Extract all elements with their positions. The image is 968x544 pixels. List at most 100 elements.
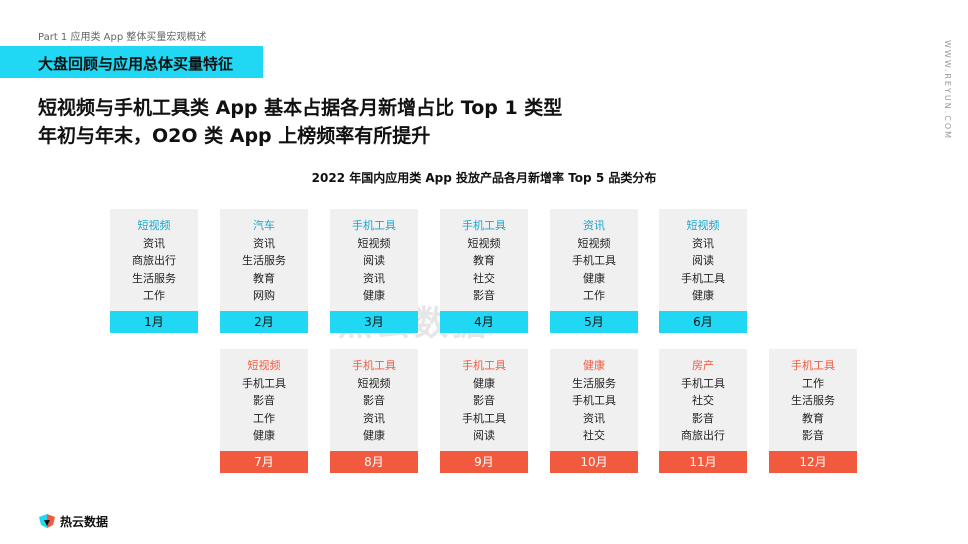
category-list: 手机工具短视频阅读资讯健康 xyxy=(330,209,418,311)
category-item: 生活服务 xyxy=(132,271,176,285)
category-item: 网购 xyxy=(253,289,275,302)
category-list: 手机工具 健康 影音 手机工具 阅读 xyxy=(440,349,528,451)
category-list: 短视频 手机工具 影音 工作 健康 xyxy=(220,349,308,451)
category-item: 短视频 xyxy=(577,236,611,250)
category-item: 资讯 xyxy=(143,236,165,250)
section-label: Part 1 应用类 App 整体买量宏观概述 xyxy=(38,32,207,43)
category-item: 社交 xyxy=(692,394,714,407)
logo-text: 热云数据 xyxy=(60,514,109,529)
top-category: 手机工具 xyxy=(352,359,396,372)
month-card: 短视频 手机工具 影音 工作 健康 7月 xyxy=(220,349,308,473)
category-item: 工作 xyxy=(253,411,275,425)
section-banner: 大盘回顾与应用总体买量特征 xyxy=(0,46,263,78)
category-list: 手机工具 短视频 教育 社交 影音 xyxy=(440,209,528,311)
headline-1: 短视频与手机工具类 App 基本占据各月新增占比 Top 1 类型 xyxy=(38,97,563,119)
category-item: 教育 xyxy=(253,271,275,285)
category-item: 资讯 xyxy=(692,236,714,250)
month-card: 资讯 短视频 手机工具 健康 工作 5月 xyxy=(550,209,638,333)
month-label: 1月 xyxy=(110,311,198,333)
category-item: 手机工具 xyxy=(572,394,616,407)
category-list: 短视频资讯商旅出行生活服务工作 xyxy=(110,209,198,311)
category-item: 教育 xyxy=(802,411,824,425)
month-label: 8月 xyxy=(330,451,418,473)
month-label: 5月 xyxy=(550,311,638,333)
headline-2: 年初与年末，O2O 类 App 上榜频率有所提升 xyxy=(38,125,431,147)
category-item: 影音 xyxy=(363,394,385,407)
category-list: 房产手机工具社交影音商旅出行 xyxy=(659,349,747,451)
category-item: 工作 xyxy=(802,376,824,390)
month-card: 手机工具 短视频 阅读 资讯 健康 3月 xyxy=(330,209,418,333)
month-label: 6月 xyxy=(659,311,747,333)
category-item: 工作 xyxy=(143,289,165,302)
category-item: 健康 xyxy=(253,429,275,442)
top-category: 短视频 xyxy=(247,359,281,372)
category-item: 手机工具 xyxy=(681,271,725,285)
category-item: 影音 xyxy=(473,289,495,302)
category-item: 健康 xyxy=(363,429,385,442)
top-category: 手机工具 xyxy=(462,219,506,232)
month-label: 10月 xyxy=(550,451,638,473)
month-label: 12月 xyxy=(769,451,857,473)
category-item: 健康 xyxy=(583,271,605,285)
footer-logo: 热云数据 xyxy=(38,512,108,530)
month-card: 手机工具 工作 生活服务 教育 影音 12月 xyxy=(769,349,857,473)
month-card: 手机工具 短视频 影音 资讯 健康 8月 xyxy=(330,349,418,473)
month-card: 短视频 资讯 阅读 手机工具 健康 6月 xyxy=(659,209,747,333)
category-item: 社交 xyxy=(473,271,495,285)
category-item: 短视频 xyxy=(357,236,391,250)
category-item: 短视频 xyxy=(357,376,391,390)
category-item: 健康 xyxy=(692,289,714,302)
month-label: 9月 xyxy=(440,451,528,473)
site-url: WWW.REYUN.COM xyxy=(943,40,952,141)
month-card: 手机工具 健康 影音 手机工具 阅读 9月 xyxy=(440,349,528,473)
category-item: 健康 xyxy=(363,289,385,302)
top-category: 汽车 xyxy=(253,219,275,232)
category-item: 资讯 xyxy=(363,271,385,285)
category-item: 影音 xyxy=(802,429,824,442)
month-label: 11月 xyxy=(659,451,747,473)
month-label: 4月 xyxy=(440,311,528,333)
category-item: 影音 xyxy=(253,394,275,407)
category-list: 健康生活服务手机工具资讯社交 xyxy=(550,349,638,451)
top-category: 资讯 xyxy=(583,219,605,232)
category-item: 生活服务 xyxy=(572,376,616,390)
category-list: 手机工具短视频影音资讯健康 xyxy=(330,349,418,451)
month-card: 房产 手机工具 社交 影音 商旅出行 11月 xyxy=(659,349,747,473)
chart-title: 2022 年国内应用类 App 投放产品各月新增率 Top 5 品类分布 xyxy=(311,171,657,185)
category-list: 汽车资讯生活服务教育网购 xyxy=(220,209,308,311)
category-item: 生活服务 xyxy=(791,394,835,407)
category-item: 商旅出行 xyxy=(681,429,725,442)
category-list: 短视频资讯阅读手机工具健康 xyxy=(659,209,747,311)
month-card: 短视频 资讯 商旅出行 生活服务 工作 1月 xyxy=(110,209,198,333)
category-item: 生活服务 xyxy=(242,254,286,267)
top-category: 健康 xyxy=(583,359,605,372)
top-category: 房产 xyxy=(692,359,714,372)
category-item: 社交 xyxy=(583,429,605,442)
category-item: 资讯 xyxy=(583,411,605,425)
top-category: 短视频 xyxy=(686,219,720,232)
category-item: 手机工具 xyxy=(462,411,506,425)
category-list: 手机工具工作生活服务教育影音 xyxy=(769,349,857,451)
category-list: 资讯 短视频 手机工具 健康 工作 xyxy=(550,209,638,311)
category-item: 影音 xyxy=(473,394,495,407)
top-category: 手机工具 xyxy=(791,359,835,372)
month-card: 汽车 资讯 生活服务 教育 网购 2月 xyxy=(220,209,308,333)
category-item: 阅读 xyxy=(692,254,714,267)
month-label: 3月 xyxy=(330,311,418,333)
top-category: 短视频 xyxy=(137,219,171,232)
month-card: 手机工具 短视频 教育 社交 影音 4月 xyxy=(440,209,528,333)
category-item: 资讯 xyxy=(363,411,385,425)
category-item: 手机工具 xyxy=(681,376,725,390)
top-category: 手机工具 xyxy=(352,219,396,232)
month-label: 2月 xyxy=(220,311,308,333)
category-item: 教育 xyxy=(473,254,495,267)
category-item: 资讯 xyxy=(253,236,275,250)
category-item: 手机工具 xyxy=(572,254,616,267)
category-item: 影音 xyxy=(692,411,714,425)
category-item: 阅读 xyxy=(363,254,385,267)
month-label: 7月 xyxy=(220,451,308,473)
banner-title: 大盘回顾与应用总体买量特征 xyxy=(38,55,234,73)
reyun-logo-icon xyxy=(39,514,55,528)
category-item: 健康 xyxy=(473,376,495,390)
category-item: 商旅出行 xyxy=(132,254,176,267)
